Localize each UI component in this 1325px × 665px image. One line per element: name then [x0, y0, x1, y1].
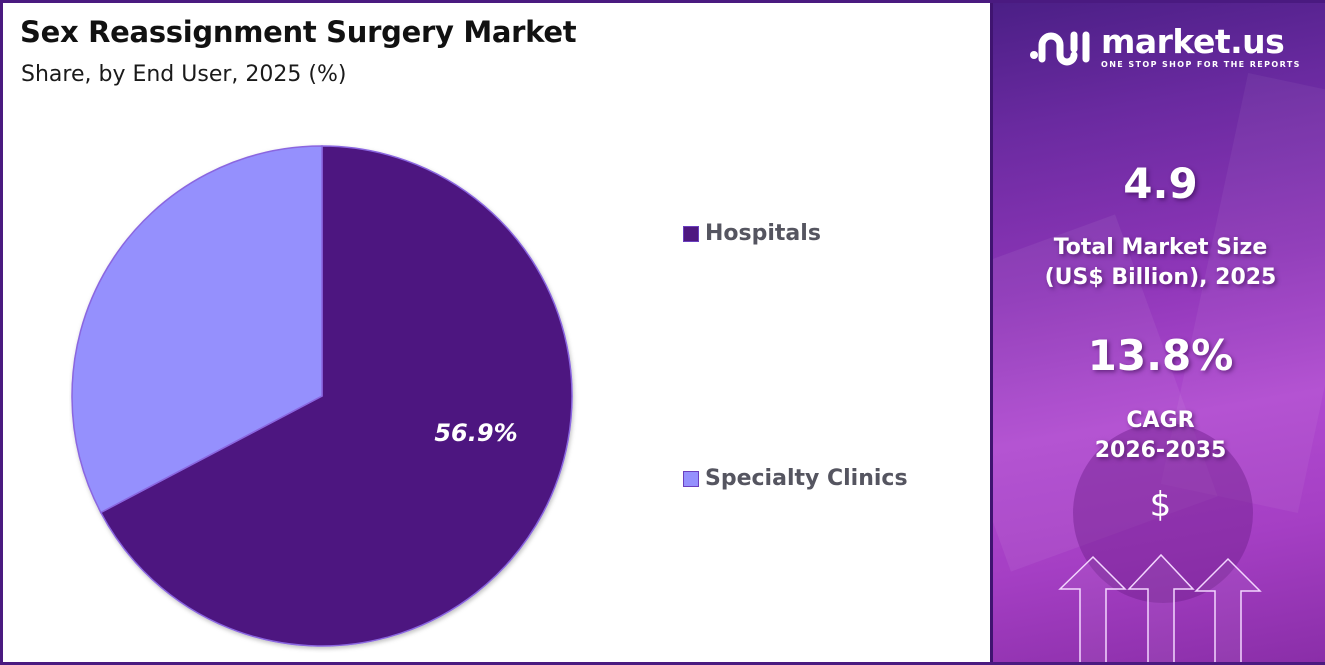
pie-slice-specialty-clinics[interactable]: [71, 145, 323, 514]
brand-tagline: ONE STOP SHOP FOR THE REPORTS: [1101, 60, 1301, 69]
growth-arrows-icon: [1058, 553, 1262, 662]
background-cup-shape: [1073, 423, 1253, 603]
pie-chart: 56.9%: [71, 145, 573, 647]
pie-slice-hospitals[interactable]: [99, 145, 573, 647]
cagr-label-line2: 2026-2035: [1094, 438, 1227, 463]
cagr-label-line1: CAGR: [1126, 408, 1195, 433]
legend-label-specialty-clinics: Specialty Clinics: [705, 466, 908, 491]
market-size-label-line2: (US$ Billion), 2025: [1044, 265, 1277, 290]
market-size-label-line1: Total Market Size: [1053, 235, 1268, 260]
legend-label-hospitals: Hospitals: [705, 221, 821, 246]
slice-label-hospitals: 56.9%: [434, 419, 517, 447]
cagr-value: 13.8%: [1087, 331, 1234, 380]
legend-item-hospitals[interactable]: Hospitals: [683, 221, 821, 246]
chart-subtitle: Share, by End User, 2025 (%): [21, 62, 347, 87]
stats-panel: market.us ONE STOP SHOP FOR THE REPORTS …: [990, 3, 1325, 662]
legend-swatch-hospitals: [683, 225, 699, 242]
market-size-value: 4.9: [1123, 159, 1198, 208]
dollar-icon: $: [1149, 485, 1172, 525]
brand-name: market.us: [1101, 22, 1285, 61]
market-us-logo-icon: [1030, 31, 1090, 66]
brand-logo[interactable]: market.us ONE STOP SHOP FOR THE REPORTS: [1029, 25, 1301, 69]
legend-item-specialty-clinics[interactable]: Specialty Clinics: [683, 466, 908, 491]
chart-title: Sex Reassignment Surgery Market: [20, 15, 577, 49]
chart-panel: Sex Reassignment Surgery Market Share, b…: [3, 3, 990, 662]
legend-swatch-specialty-clinics: [683, 470, 699, 487]
